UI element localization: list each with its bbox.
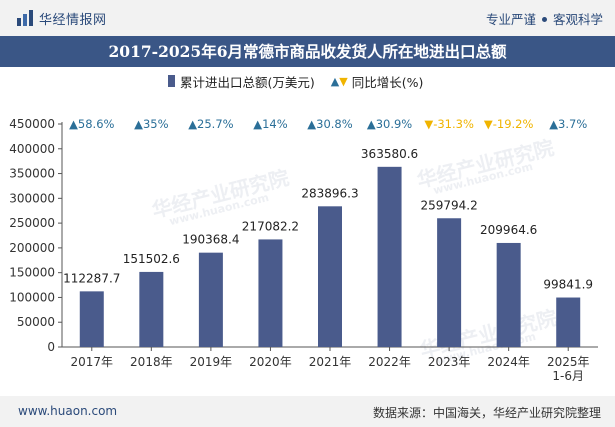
x-tick-label: 2025年 (547, 355, 590, 369)
footer-url[interactable]: www.huaon.com (18, 404, 118, 418)
bar-value-label: 99841.9 (543, 278, 593, 292)
x-tick-label: 1-6月 (552, 369, 584, 383)
bar-value-label: 190368.4 (182, 233, 239, 247)
growth-label: ▲30.9% (367, 117, 412, 131)
brand-name: 华经情报网 (39, 12, 107, 28)
bar (258, 239, 283, 347)
y-tick-label: 400000 (9, 142, 55, 156)
y-tick-label: 50000 (17, 315, 55, 329)
footer: www.huaon.com 数据来源：中国海关，华经产业研究院整理 (0, 396, 615, 427)
growth-label: ▲35% (134, 117, 168, 131)
growth-label: ▼-31.3% (424, 117, 474, 131)
legend-up-triangle-icon: ▲ (330, 74, 340, 88)
bar (79, 291, 104, 347)
footer-source: 数据来源：中国海关，华经产业研究院整理 (372, 406, 601, 420)
growth-label: ▲3.7% (549, 117, 587, 131)
y-tick-label: 150000 (9, 266, 55, 280)
slogan: 专业严谨 客观科学 (486, 9, 603, 28)
slogan-right: 客观科学 (552, 12, 603, 27)
y-tick-label: 200000 (9, 241, 55, 255)
title-bar: 2017-2025年6月常德市商品收发货人所在地进出口总额 (0, 36, 615, 67)
bar-value-label: 209964.6 (480, 223, 537, 237)
bar-value-label: 112287.7 (63, 271, 120, 285)
bar (556, 297, 581, 347)
brand[interactable]: 华经情报网 (16, 8, 107, 28)
y-tick-label: 300000 (9, 191, 55, 205)
y-tick-label: 0 (47, 340, 55, 354)
growth-label: ▲25.7% (188, 117, 233, 131)
bar-value-label: 363580.6 (361, 147, 418, 161)
bar (198, 252, 223, 347)
bar (318, 206, 342, 347)
chart-legend: 累计进出口总额(万美元) ▲ ▼ 同比增长(%) (168, 73, 424, 90)
x-tick-label: 2022年 (368, 355, 411, 369)
y-tick-label: 450000 (9, 117, 55, 131)
huajing-logo-icon (17, 10, 33, 26)
x-tick-label: 2018年 (130, 355, 173, 369)
bar (377, 166, 402, 347)
growth-label: ▲30.8% (307, 117, 352, 131)
bar (139, 271, 164, 347)
bar (437, 218, 462, 347)
slogan-dot-icon (541, 17, 547, 22)
slogan-left: 专业严谨 (485, 12, 536, 27)
x-tick-label: 2017年 (71, 355, 114, 369)
y-tick-label: 100000 (9, 290, 55, 304)
growth-label: ▲14% (253, 117, 287, 131)
y-tick-label: 250000 (9, 216, 55, 230)
chart-title: 2017-2025年6月常德市商品收发货人所在地进出口总额 (108, 42, 507, 61)
legend-bar-label: 累计进出口总额(万美元) (180, 74, 315, 90)
legend-bar-swatch-icon (168, 75, 175, 87)
x-tick-label: 2019年 (190, 355, 233, 369)
x-tick-label: 2024年 (487, 355, 530, 369)
growth-label: ▼-19.2% (484, 117, 534, 131)
legend-line-label: 同比增长(%) (351, 74, 424, 90)
x-tick-label: 2020年 (249, 355, 292, 369)
x-tick-label: 2023年 (428, 355, 471, 369)
bar-value-label: 151502.6 (123, 252, 180, 266)
y-tick-label: 350000 (9, 167, 55, 181)
bar (496, 242, 521, 347)
bar-value-label: 283896.3 (301, 186, 358, 200)
legend-down-triangle-icon: ▼ (339, 74, 348, 88)
x-tick-label: 2021年 (309, 355, 352, 369)
top-bar: 华经情报网 专业严谨 客观科学 (0, 0, 615, 36)
bar-value-label: 259794.2 (420, 198, 477, 212)
bar-value-label: 217082.2 (242, 219, 299, 233)
growth-label: ▲58.6% (69, 117, 114, 131)
